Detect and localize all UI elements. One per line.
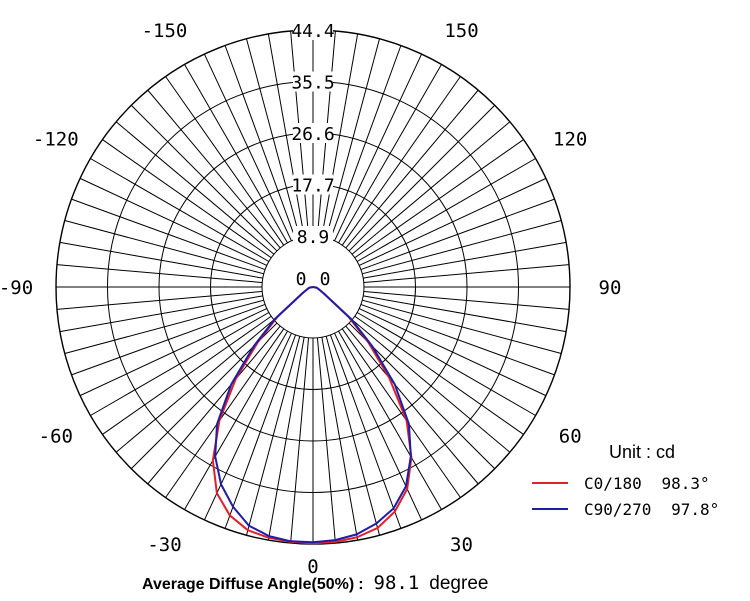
ring-label: 35.5 — [291, 73, 334, 94]
angle-label: 0 — [307, 556, 318, 578]
ring-label: 44.4 — [291, 21, 334, 42]
footer-unit: degree — [429, 573, 488, 594]
footer-separator: : — [358, 576, 363, 593]
ring-label-bg — [293, 174, 333, 195]
footer-value: 98.1 — [374, 572, 420, 594]
legend-series-value: 97.8° — [671, 500, 719, 519]
legend-series-value: 98.3° — [661, 474, 709, 493]
angle-label: 60 — [559, 426, 582, 448]
ring-label: 17.7 — [291, 176, 334, 197]
legend: Unit : cd C0/180 98.3° C90/270 97.8° — [532, 442, 719, 519]
angle-label: -90 — [0, 277, 33, 299]
ring-label: 26.6 — [291, 124, 334, 145]
footer-caption-line: Average Diffuse Angle(50%) : 98.1 degree — [142, 572, 488, 594]
angle-label: -60 — [39, 426, 73, 448]
angle-label: 90 — [599, 277, 622, 299]
ring-label-bg — [293, 71, 333, 92]
angle-label: -30 — [147, 534, 181, 556]
ring-label-bg — [293, 226, 333, 246]
legend-series-name: C90/270 — [584, 500, 651, 519]
angle-label: 150 — [444, 20, 478, 42]
legend-series-name: C0/180 — [584, 474, 642, 493]
ring-label-bg — [293, 20, 333, 40]
footer-caption: Average Diffuse Angle(50%) — [142, 576, 354, 593]
legend-unit-label: Unit : cd — [609, 442, 675, 462]
polar-grid — [55, 29, 571, 545]
series-curve-c0-180 — [211, 286, 413, 545]
label-layer: 8.917.726.635.544.40 0030-3060-6090-90120… — [0, 20, 621, 578]
legend-item-c90-270: C90/270 97.8° — [584, 500, 719, 519]
ring-label-bg — [293, 123, 333, 143]
angle-label: -120 — [33, 129, 79, 151]
ring-label: 8.9 — [297, 227, 330, 248]
center-label: 0 — [296, 269, 307, 290]
angle-label: 30 — [450, 534, 473, 556]
angle-label: -150 — [142, 20, 188, 42]
angle-label: 120 — [553, 129, 587, 151]
legend-item-c0-180: C0/180 98.3° — [584, 474, 710, 493]
series-layer — [211, 286, 413, 545]
center-label: 0 — [320, 269, 331, 290]
series-curve-c90-270 — [214, 286, 412, 544]
